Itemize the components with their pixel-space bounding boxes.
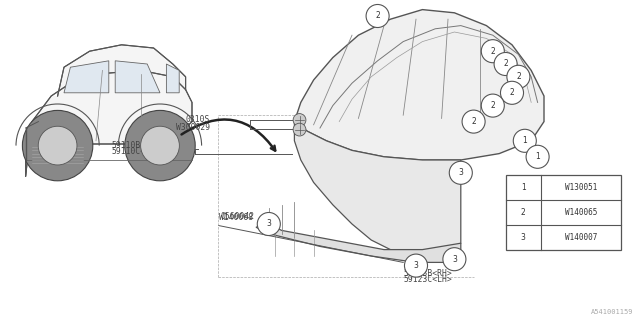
Ellipse shape: [486, 45, 499, 58]
Polygon shape: [294, 10, 544, 160]
Text: Q560042: Q560042: [221, 212, 255, 220]
Ellipse shape: [38, 126, 77, 165]
Text: 2: 2: [521, 208, 525, 217]
Text: 3: 3: [452, 255, 457, 264]
Ellipse shape: [448, 253, 461, 266]
Text: W130051: W130051: [564, 183, 597, 192]
Ellipse shape: [514, 228, 533, 247]
FancyBboxPatch shape: [506, 175, 621, 250]
Text: 3: 3: [413, 261, 419, 270]
Text: A541001159: A541001159: [591, 309, 634, 315]
Text: 59110C<LH>: 59110C<LH>: [112, 148, 161, 156]
Text: 3: 3: [521, 233, 525, 242]
Text: 2: 2: [516, 72, 521, 81]
Ellipse shape: [507, 65, 530, 88]
Ellipse shape: [494, 52, 517, 76]
Ellipse shape: [513, 129, 536, 152]
Ellipse shape: [293, 114, 306, 126]
Polygon shape: [115, 61, 160, 93]
Ellipse shape: [366, 4, 389, 28]
Text: 3: 3: [458, 168, 463, 177]
Polygon shape: [166, 64, 179, 93]
Text: 2: 2: [490, 47, 495, 56]
Ellipse shape: [404, 254, 428, 277]
Ellipse shape: [499, 58, 512, 70]
Ellipse shape: [481, 40, 504, 63]
Text: 2: 2: [471, 117, 476, 126]
Polygon shape: [64, 61, 109, 93]
Ellipse shape: [371, 10, 384, 22]
Ellipse shape: [526, 145, 549, 168]
Polygon shape: [26, 45, 192, 160]
Text: 59123B<RH>: 59123B<RH>: [403, 269, 452, 278]
Text: 59123C<LH>: 59123C<LH>: [403, 276, 452, 284]
Ellipse shape: [22, 110, 93, 181]
Ellipse shape: [462, 110, 485, 133]
Text: W300029: W300029: [176, 124, 210, 132]
Ellipse shape: [141, 126, 179, 165]
Text: W140068: W140068: [219, 213, 253, 222]
Ellipse shape: [443, 248, 466, 271]
Text: 0310S: 0310S: [186, 115, 210, 124]
Text: 1: 1: [535, 152, 540, 161]
Ellipse shape: [514, 178, 533, 197]
Text: 2: 2: [509, 88, 515, 97]
Text: W140065: W140065: [564, 208, 597, 217]
Text: W140007: W140007: [564, 233, 597, 242]
Text: 2: 2: [490, 101, 495, 110]
Ellipse shape: [449, 161, 472, 184]
Text: 2: 2: [375, 12, 380, 20]
Ellipse shape: [454, 166, 467, 179]
Polygon shape: [294, 122, 461, 256]
Text: 1: 1: [521, 183, 525, 192]
Text: 1: 1: [522, 136, 527, 145]
Ellipse shape: [481, 94, 504, 117]
Ellipse shape: [410, 259, 422, 272]
Text: 59110B<RH>: 59110B<RH>: [112, 141, 161, 150]
Ellipse shape: [514, 203, 533, 222]
Ellipse shape: [257, 212, 280, 236]
Ellipse shape: [518, 134, 531, 147]
Ellipse shape: [500, 81, 524, 104]
Ellipse shape: [293, 123, 306, 136]
Text: 3: 3: [266, 220, 271, 228]
Ellipse shape: [125, 110, 195, 181]
Polygon shape: [256, 224, 461, 262]
Text: 2: 2: [503, 60, 508, 68]
